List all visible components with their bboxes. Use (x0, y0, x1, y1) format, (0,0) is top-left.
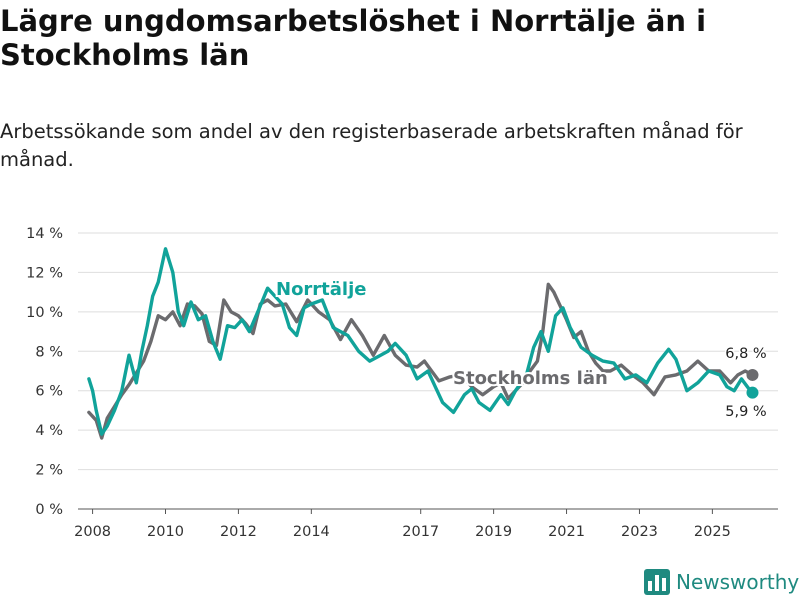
end-value-label-norrtalje: 5,9 % (725, 404, 766, 420)
y-tick-label: 0 % (35, 502, 63, 518)
x-tick-label: 2025 (694, 524, 731, 540)
x-tick-label: 2014 (293, 524, 330, 540)
series-line-norrtalje (87, 247, 755, 436)
y-tick-label: 8 % (35, 344, 63, 360)
series-line-stockholms-lan (87, 282, 755, 440)
chart-title: Lägre ungdomsarbetslöshet i Norrtälje än… (0, 4, 707, 72)
y-tick-label: 4 % (35, 423, 63, 439)
y-axis-ticks: 0 % 2 % 4 % 6 % 8 % 10 % 12 % 14 % (26, 226, 63, 518)
x-tick-label: 2023 (621, 524, 658, 540)
series-lines (87, 247, 759, 440)
end-value-label-stockholms-lan: 6,8 % (725, 346, 766, 362)
y-tick-label: 6 % (35, 384, 63, 400)
y-tick-label: 14 % (26, 226, 63, 242)
series-labels: Norrtälje Stockholms län 6,8 % 5,9 % (274, 277, 768, 422)
x-axis: 2008 2010 2012 2014 2017 2019 2021 2023 2025 (74, 509, 731, 540)
chart-subtitle: Arbetssökande som andel av den registerb… (0, 120, 743, 171)
brand-name: Newsworthy (676, 570, 800, 594)
y-tick-label: 10 % (26, 305, 63, 321)
series-label-norrtalje: Norrtälje (276, 279, 366, 300)
x-tick-label: 2017 (402, 524, 439, 540)
end-point-marker (746, 386, 759, 399)
x-tick-label: 2010 (147, 524, 184, 540)
y-tick-label: 2 % (35, 463, 63, 479)
x-tick-label: 2019 (475, 524, 512, 540)
y-gridlines (78, 232, 778, 510)
newsworthy-logo-icon (644, 569, 670, 595)
series-label-stockholms-lan: Stockholms län (453, 368, 608, 389)
y-tick-label: 12 % (26, 265, 63, 281)
x-tick-label: 2021 (548, 524, 585, 540)
x-tick-label: 2008 (74, 524, 111, 540)
brand-logo[interactable]: Newsworthy (644, 569, 799, 595)
end-point-marker (746, 368, 759, 381)
x-tick-label: 2012 (220, 524, 257, 540)
